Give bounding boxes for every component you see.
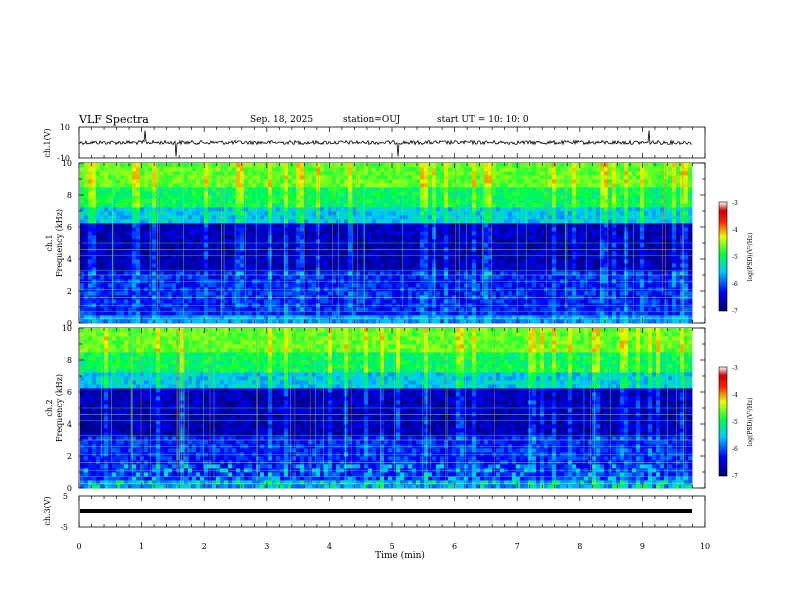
x-tick-label-9: 9 (640, 542, 645, 551)
colorbar-2: -3 -4 -5 -6 -7 log(PSD)(V²/Hz) (718, 365, 754, 480)
x-tick-label-4: 4 (327, 542, 332, 551)
cbar2-tick-m7: -7 (732, 473, 738, 480)
spec1-ylabel-channel: ch.1 (45, 234, 54, 251)
x-axis-label: Time (min) (375, 550, 425, 561)
spec2-ylabel-channel: ch.2 (45, 399, 54, 416)
spec2-ytick-4: 4 (67, 420, 72, 429)
ch1-ylabel: ch.1(V) (43, 128, 52, 157)
cbar2-tick-m4: -4 (732, 392, 738, 399)
spec2-ytick-8: 8 (67, 356, 72, 365)
x-tick-label-8: 8 (577, 542, 582, 551)
ch3-ytick-bottom: -5 (60, 523, 68, 532)
ch1-waveform-line (79, 130, 692, 157)
colorbar-2-label: log(PSD)(V²/Hz) (747, 398, 754, 447)
colorbar-1-label: log(PSD)(V²/Hz) (747, 233, 754, 282)
ch2-spectrogram (80, 328, 693, 489)
station-label: station=OUJ (343, 115, 401, 125)
ch3-ytick-top: 5 (63, 492, 68, 501)
colorbar-1-gradient (718, 201, 728, 312)
x-tick-label-3: 3 (264, 542, 269, 551)
spec2-ytick-10: 10 (62, 324, 72, 333)
cbar2-tick-m3: -3 (732, 365, 738, 372)
spec1-ytick-0: 0 (67, 319, 72, 328)
figure-title: VLF Spectra (79, 113, 149, 126)
spec1-ylabel-frequency: Frequency (kHz) (55, 209, 64, 277)
x-tick-label-2: 2 (202, 542, 207, 551)
spec2-ytick-6: 6 (67, 388, 72, 397)
x-tick-labels: 0 1 2 3 4 5 6 7 8 9 10 (76, 542, 710, 551)
colorbar-1: -3 -4 -5 -6 -7 log(PSD)(V²/Hz) (718, 200, 754, 315)
spec1-ytick-8: 8 (67, 191, 72, 200)
ch1-ytick-bottom: -10 (57, 154, 70, 163)
cbar1-tick-m5: -5 (732, 254, 738, 261)
date-label: Sep. 18, 2025 (250, 115, 314, 125)
spec1-ytick-10: 10 (62, 159, 72, 168)
x-tick-label-10: 10 (700, 542, 710, 551)
ch3-ylabel: ch.3(V) (43, 496, 52, 525)
axis-ticks (78, 127, 706, 527)
x-tick-label-5: 5 (389, 542, 394, 551)
spec2-ytick-2: 2 (67, 452, 72, 461)
cbar1-tick-m7: -7 (732, 308, 738, 315)
ch1-ytick-top: 10 (60, 123, 70, 132)
ch1-spectrogram (80, 163, 693, 324)
start-time-label: start UT = 10: 10: 0 (437, 115, 529, 125)
spec1-ytick-4: 4 (67, 255, 72, 264)
ch3-waveform-line (80, 509, 692, 513)
cbar2-tick-m5: -5 (732, 419, 738, 426)
spec1-ytick-6: 6 (67, 223, 72, 232)
cbar1-tick-m3: -3 (732, 200, 738, 207)
x-tick-label-1: 1 (139, 542, 144, 551)
cbar1-tick-m6: -6 (732, 281, 738, 288)
spec1-ytick-2: 2 (67, 287, 72, 296)
colorbar-2-gradient (718, 366, 728, 477)
cbar2-tick-m6: -6 (732, 446, 738, 453)
x-tick-label-6: 6 (452, 542, 457, 551)
x-tick-label-0: 0 (76, 542, 81, 551)
x-tick-label-7: 7 (515, 542, 520, 551)
spec2-ylabel-frequency: Frequency (kHz) (55, 374, 64, 442)
spec2-ytick-0: 0 (67, 484, 72, 493)
cbar1-tick-m4: -4 (732, 227, 738, 234)
